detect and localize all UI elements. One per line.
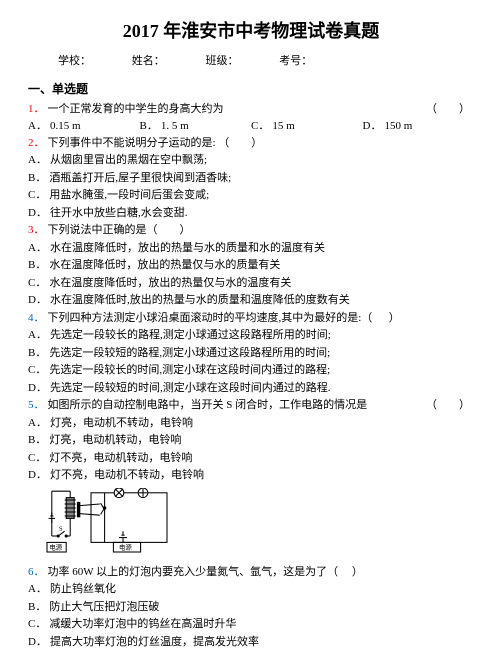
- question-number: 6．: [28, 564, 45, 581]
- field-examno: 考号：: [279, 55, 312, 67]
- question-line: 5．如图所示的自动控制电路中，当开关 S 闭合时，工作电路的情况是（ ）: [28, 397, 474, 414]
- question-number: 1．: [28, 101, 45, 118]
- option-line: B．酒瓶盖打开后,屋子里很快闻到酒香味;: [28, 170, 474, 187]
- header-fields: 学校： 姓名： 班级： 考号：: [28, 53, 474, 70]
- option-line: B．先选定一段较短的路程,测定小球通过这段路程所用的时间;: [28, 345, 474, 362]
- question-number: 3．: [28, 222, 45, 239]
- option: A．0.15 m: [28, 118, 140, 135]
- field-class: 班级：: [206, 55, 239, 67]
- question-text: 如图所示的自动控制电路中，当开关 S 闭合时，工作电路的情况是（ ）: [48, 397, 475, 414]
- question-number: 2．: [28, 135, 45, 152]
- questions-container: 1．一个正常发育的中学生的身高大约为（ ）A．0.15 mB．1. 5 mC．1…: [28, 101, 474, 650]
- option-line: B．防止大气压把灯泡压破: [28, 599, 474, 616]
- question-text: 一个正常发育的中学生的身高大约为（ ）: [48, 101, 475, 118]
- field-name: 姓名：: [132, 55, 165, 67]
- option-line: C．先选定一段较长的时间,测定小球在这段时间内通过的路程;: [28, 362, 474, 379]
- question-line: 1．一个正常发育的中学生的身高大约为（ ）: [28, 101, 474, 118]
- question-number: 5．: [28, 397, 45, 414]
- option-line: D．提高大功率灯泡的灯丝温度，提高发光效率: [28, 634, 474, 650]
- question-text: 下列四种方法测定小球沿桌面滚动时的平均速度,其中为最好的是:（ ）: [48, 310, 475, 327]
- option-line: B．水在温度降低时，放出的热量仅与水的质量有关: [28, 257, 474, 274]
- option-line: D．水在温度降低时,放出的热量与水的质量和温度降低的度数有关: [28, 292, 474, 309]
- option-line: C．用盐水腌蛋,一段时间后蛋会变咸;: [28, 187, 474, 204]
- option-line: C．减缓大功率灯泡中的钨丝在高温时升华: [28, 616, 474, 633]
- question-text: 下列事件中不能说明分子运动的是: （ ）: [48, 135, 475, 152]
- field-school: 学校：: [58, 55, 91, 67]
- answer-paren: （ ）: [426, 101, 470, 118]
- ps2-label: 电源: [119, 542, 132, 551]
- section-heading: 一、单选题: [28, 80, 474, 98]
- switch-label: S: [59, 525, 63, 532]
- answer-paren: （ ）: [426, 397, 470, 414]
- ps1-label: 电源: [49, 542, 62, 551]
- question-number: 4．: [28, 310, 45, 327]
- option-line: A．从烟囱里冒出的黑烟在空中飘荡;: [28, 152, 474, 169]
- question-line: 3．下列说法中正确的是（ ）: [28, 222, 474, 239]
- circuit-diagram: S 电源 电源: [46, 488, 176, 560]
- option-line: D．先选定一段较短的时间,测定小球在这段时间内通过的路程.: [28, 380, 474, 397]
- option: B．1. 5 m: [140, 118, 252, 135]
- option-line: A．水在温度降低时，放出的热量与水的质量和水的温度有关: [28, 240, 474, 257]
- option: D．150 m: [363, 118, 475, 135]
- option-line: B．灯亮，电动机转动，电铃响: [28, 432, 474, 449]
- options-row: A．0.15 mB．1. 5 mC．15 mD．150 m: [28, 118, 474, 135]
- question-line: 2．下列事件中不能说明分子运动的是: （ ）: [28, 135, 474, 152]
- question-text: 下列说法中正确的是（ ）: [48, 222, 475, 239]
- option: C．15 m: [251, 118, 363, 135]
- option-line: D．灯不亮，电动机不转动，电铃响: [28, 467, 474, 484]
- option-line: A．防止钨丝氧化: [28, 581, 474, 598]
- option-line: D．往开水中放些白糖,水会变甜.: [28, 205, 474, 222]
- question-line: 4．下列四种方法测定小球沿桌面滚动时的平均速度,其中为最好的是:（ ）: [28, 310, 474, 327]
- question-text: 功率 60W 以上的灯泡内要充入少量氮气、氩气，这是为了（ ）: [48, 564, 475, 581]
- option-line: C．灯不亮，电动机转动，电铃响: [28, 450, 474, 467]
- question-line: 6．功率 60W 以上的灯泡内要充入少量氮气、氩气，这是为了（ ）: [28, 564, 474, 581]
- option-line: A．灯亮，电动机不转动，电铃响: [28, 415, 474, 432]
- option-line: A．先选定一段较长的路程,测定小球通过这段路程所用的时间;: [28, 327, 474, 344]
- exam-title: 2017 年淮安市中考物理试卷真题: [28, 18, 474, 45]
- option-line: C．水在温度度降低时，放出的热量仅与水的温度有关: [28, 275, 474, 292]
